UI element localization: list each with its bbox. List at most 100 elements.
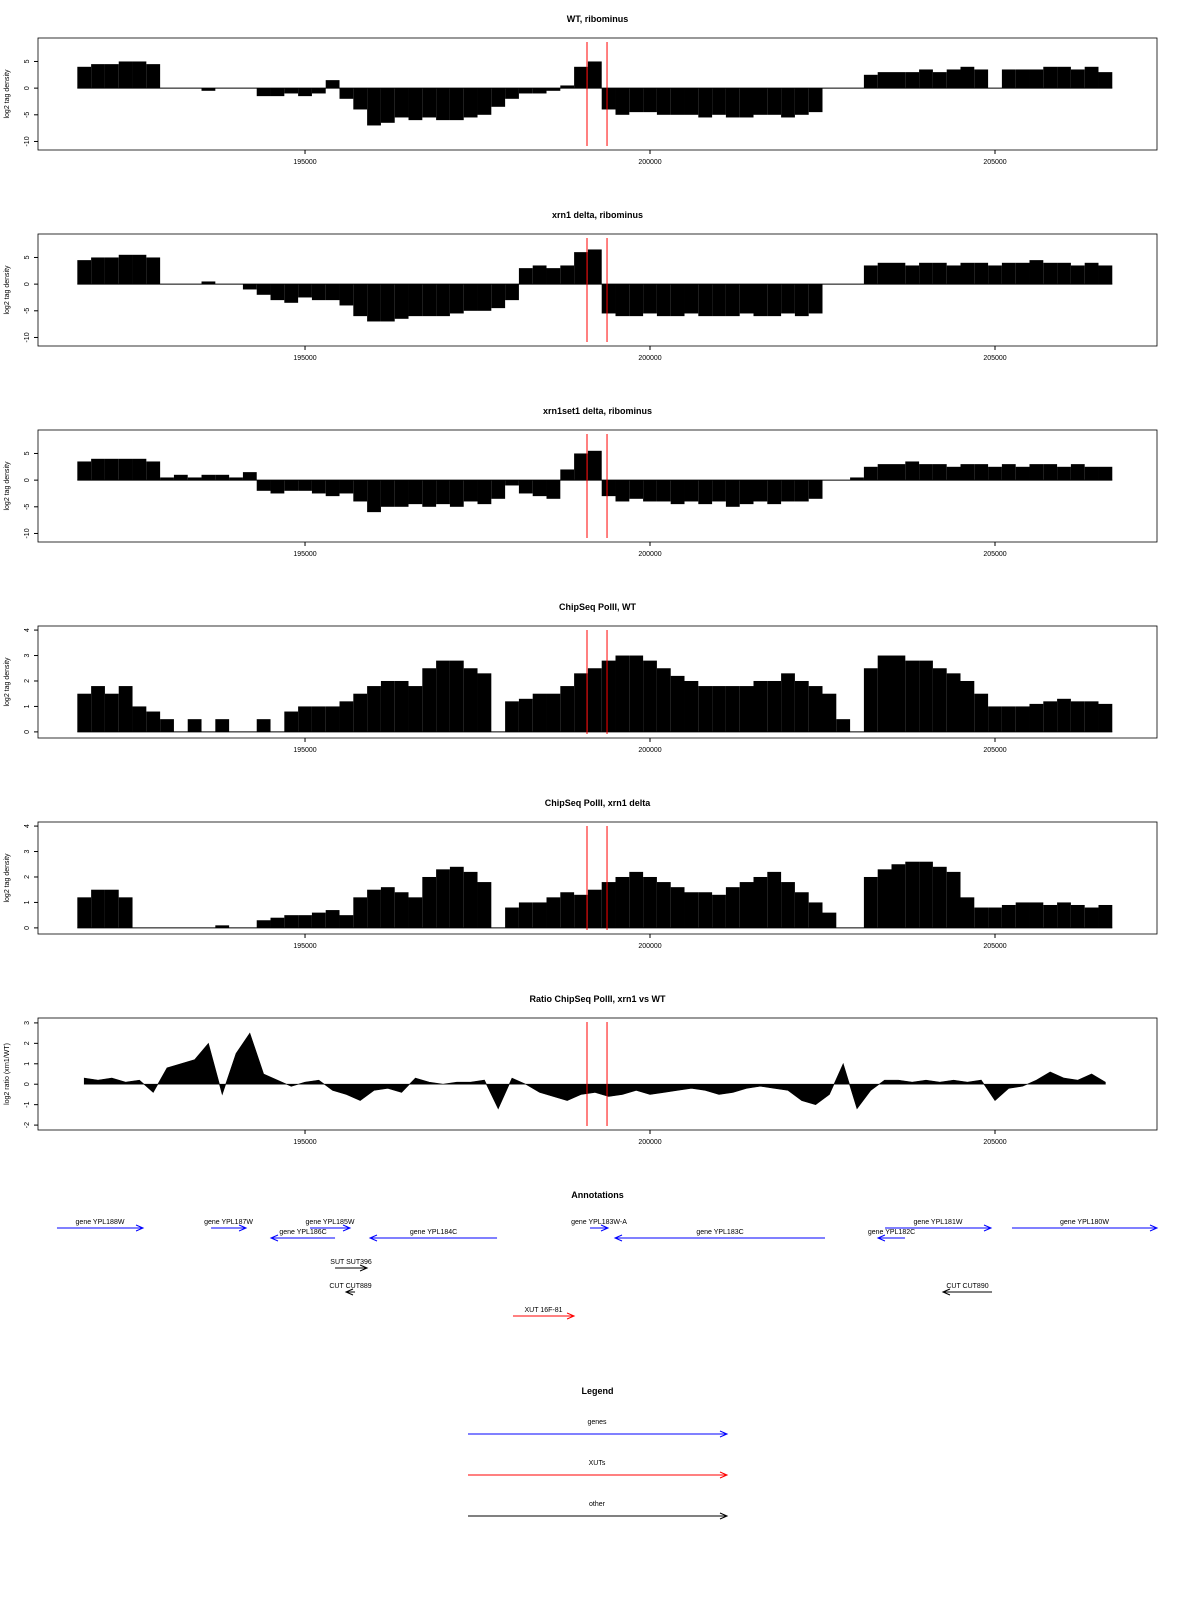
bar [698,686,713,732]
bar [270,88,285,97]
bar [615,876,630,928]
bar [422,284,437,317]
y-tick-label: 1 [24,900,31,904]
bar [587,61,602,89]
y-tick-label: -10 [24,136,31,146]
bar [1098,904,1113,928]
bar [132,458,147,481]
x-tick-label: 195000 [293,159,316,166]
bar [794,680,809,732]
bar [753,876,768,928]
bar [408,897,423,928]
bar [311,912,326,928]
bar [422,88,437,118]
x-tick-label: 200000 [638,159,661,166]
bar [339,284,354,306]
bar [118,458,133,481]
y-tick-label: 1 [24,1062,31,1066]
bar [1015,902,1030,928]
bar [1098,265,1113,285]
bar [739,88,754,118]
bar [643,660,657,732]
feature-label: gene YPL184C [410,1229,457,1236]
bar [698,480,713,505]
bar [146,461,161,481]
bar [877,262,892,285]
bar [1070,701,1085,732]
bar [753,480,768,502]
bar [601,88,616,110]
bar [974,907,989,928]
bar [339,480,354,494]
bar [256,719,271,732]
plot-frame [37,1017,1158,1131]
bar [905,861,920,928]
bar [449,284,464,314]
x-tick-label: 200000 [638,355,661,362]
feature-label: gene YPL181W [914,1219,963,1226]
bar [684,88,699,115]
bar [794,480,809,502]
chart-title: WT, ribominus [567,14,629,24]
bar [988,265,1002,285]
bar [643,284,657,314]
y-axis-label: log2 ratio (xrn1/WT) [4,1043,11,1105]
bar [643,88,657,113]
x-tick-label: 200000 [638,747,661,754]
bar [1043,464,1058,481]
bar [518,480,533,494]
bar [560,686,575,732]
bar [932,464,947,481]
bar [325,910,340,928]
legend-label: other [589,1501,606,1508]
bar [1070,464,1085,481]
bar [449,866,464,928]
bar [932,72,947,89]
y-tick-label: 3 [24,1021,31,1025]
bar [518,88,533,94]
bar [808,686,823,732]
bar [656,88,671,115]
bar [863,265,878,285]
bar [104,64,119,89]
x-tick-label: 200000 [638,1139,661,1146]
feature-arrow [941,1288,993,1296]
plot-frame [37,429,1158,543]
bar [77,66,92,89]
bar [132,61,147,89]
feature-arrow [335,1264,369,1272]
arrow-head [344,1288,354,1296]
arrow-head [1149,1224,1159,1232]
feature-label: gene YPL183C [696,1229,743,1236]
bar [505,284,519,301]
arrow-head [342,1224,352,1232]
bar [491,480,506,499]
bar [1029,69,1044,89]
bar [353,480,368,502]
feature-label: gene YPL186C [279,1229,326,1236]
bar [698,88,713,118]
bar [422,480,437,507]
bar [1057,902,1071,928]
bar [960,897,975,928]
x-tick-label: 205000 [983,355,1006,362]
plot-frame [37,233,1158,347]
bar [643,876,657,928]
bar [1084,907,1099,928]
bar [380,480,395,507]
bar [932,262,947,285]
bar [808,88,823,113]
bar [77,260,92,285]
feature-arrow [613,1234,825,1242]
bar [712,894,726,928]
bar [463,88,478,118]
bar [353,284,368,317]
bar [91,889,105,928]
bar [91,64,105,89]
bar [146,711,161,732]
bar [436,660,450,732]
bar [201,474,216,481]
bar [601,480,616,497]
bar [767,88,782,115]
x-tick-label: 205000 [983,159,1006,166]
